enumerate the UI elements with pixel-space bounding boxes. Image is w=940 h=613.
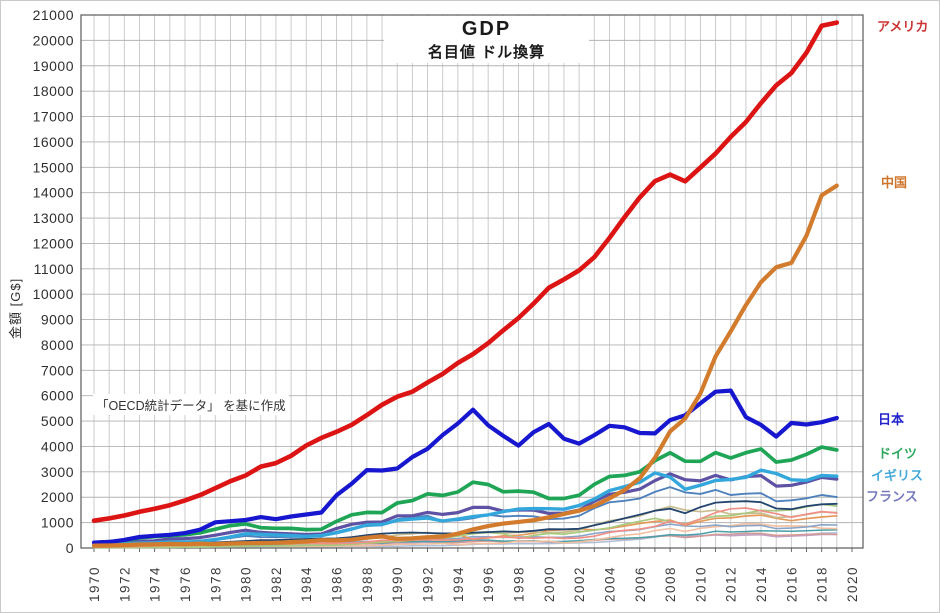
- chart-title: GDP 名目値 ドル換算: [384, 16, 589, 63]
- legend-label-3: ドイツ: [878, 446, 918, 461]
- series-line-フランス: [92, 472, 839, 546]
- legend-label-4: イギリス: [871, 468, 924, 483]
- y-tick-labels: 0 1000 2000 3000 4000 5000 6000 7000 8000 9000 100…: [33, 7, 74, 556]
- svg-text:2016: 2016: [784, 566, 799, 602]
- svg-text:5000: 5000: [41, 413, 74, 429]
- svg-text:1980: 1980: [239, 566, 254, 602]
- legend-label-1: 中国: [881, 175, 908, 190]
- svg-text:2010: 2010: [693, 566, 708, 602]
- svg-text:1988: 1988: [360, 566, 375, 602]
- svg-text:1986: 1986: [330, 566, 345, 602]
- svg-text:16000: 16000: [33, 134, 74, 150]
- series-line-アメリカ: [91, 20, 840, 524]
- svg-text:2006: 2006: [633, 566, 648, 602]
- svg-text:1970: 1970: [87, 566, 102, 602]
- svg-text:1984: 1984: [299, 566, 314, 602]
- svg-text:13000: 13000: [33, 210, 74, 226]
- svg-text:2014: 2014: [754, 566, 769, 602]
- svg-text:2004: 2004: [602, 566, 617, 602]
- svg-text:0: 0: [66, 540, 74, 556]
- svg-text:19000: 19000: [33, 58, 74, 74]
- svg-text:12000: 12000: [33, 235, 74, 251]
- svg-text:2020: 2020: [845, 566, 860, 602]
- y-axis-title: 金額 [G$]: [8, 277, 23, 339]
- svg-text:6000: 6000: [41, 388, 74, 404]
- svg-text:1994: 1994: [451, 566, 466, 602]
- x-tick-marks: [93, 548, 853, 552]
- series-line-イギリス: [92, 468, 839, 547]
- svg-text:1992: 1992: [421, 566, 436, 602]
- series-lines: [91, 20, 840, 549]
- legend-label-2: 日本: [878, 412, 905, 427]
- series-line-ドイツ: [92, 445, 839, 545]
- plot-border: [80, 14, 864, 549]
- svg-text:1974: 1974: [148, 566, 163, 602]
- svg-text:1978: 1978: [208, 566, 223, 602]
- svg-text:20000: 20000: [33, 32, 74, 48]
- svg-text:1982: 1982: [269, 566, 284, 602]
- svg-text:1990: 1990: [390, 566, 405, 602]
- svg-text:4000: 4000: [41, 438, 74, 454]
- svg-text:3000: 3000: [41, 464, 74, 480]
- svg-text:7000: 7000: [41, 362, 74, 378]
- svg-text:1972: 1972: [117, 566, 132, 602]
- svg-text:2012: 2012: [724, 566, 739, 602]
- svg-text:11000: 11000: [34, 261, 74, 277]
- svg-text:10000: 10000: [33, 286, 74, 302]
- svg-text:2018: 2018: [815, 566, 830, 602]
- svg-text:8000: 8000: [41, 337, 74, 353]
- svg-text:2000: 2000: [41, 489, 74, 505]
- svg-text:17000: 17000: [33, 109, 74, 125]
- svg-text:2000: 2000: [542, 566, 557, 602]
- svg-text:21000: 21000: [33, 7, 74, 23]
- svg-text:1996: 1996: [481, 566, 496, 602]
- svg-text:2002: 2002: [572, 566, 587, 602]
- source-annotation: 「OECD統計データ」 を基に作成: [93, 394, 289, 415]
- svg-text:15000: 15000: [33, 159, 74, 175]
- svg-text:1976: 1976: [178, 566, 193, 602]
- series-line-日本: [91, 388, 839, 545]
- svg-text:14000: 14000: [33, 185, 74, 201]
- chart-title-line1: GDP: [461, 18, 512, 40]
- svg-text:9000: 9000: [41, 312, 74, 328]
- chart-title-line2: 名目値 ドル換算: [427, 44, 546, 61]
- legend-label-5: フランス: [866, 489, 918, 504]
- svg-text:18000: 18000: [33, 83, 74, 99]
- vertical-gridlines: [93, 15, 853, 548]
- legend-label-0: アメリカ: [877, 19, 929, 34]
- x-tick-labels: 1970 1972 1974 1976 1978 1980 1982 1984 1986 1988…: [87, 566, 860, 602]
- series-line-other-8: [93, 503, 838, 549]
- series-line-中国: [91, 183, 839, 548]
- svg-text:1000: 1000: [41, 515, 74, 531]
- svg-text:2008: 2008: [663, 566, 678, 602]
- svg-text:1998: 1998: [511, 566, 526, 602]
